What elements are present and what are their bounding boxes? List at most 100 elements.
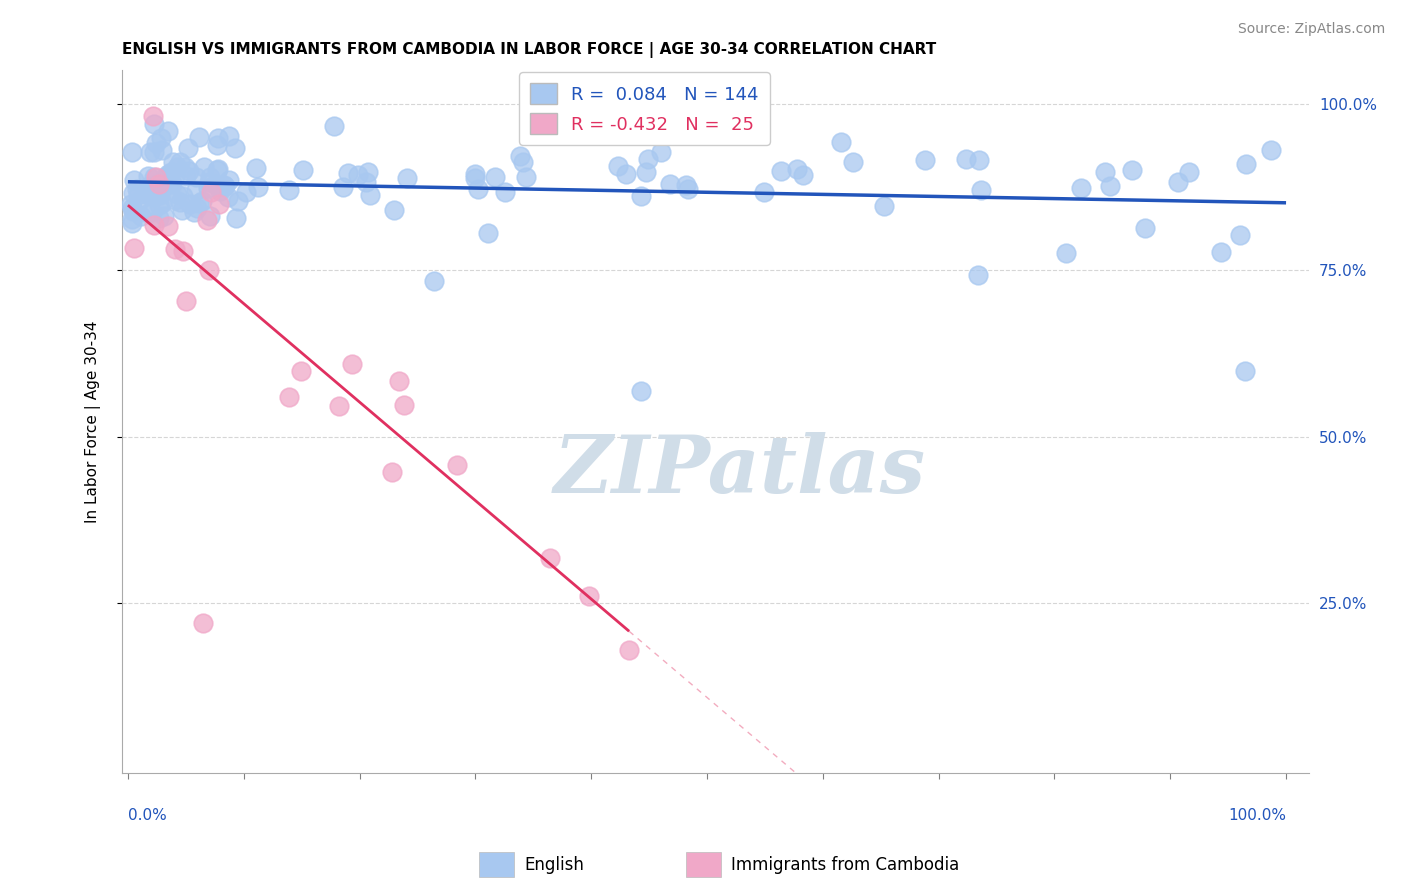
- Point: [225, 211, 247, 226]
- Point: [464, 171, 486, 186]
- Point: [224, 141, 246, 155]
- Point: [139, 180, 162, 194]
- Point: [356, 175, 378, 189]
- Point: [218, 129, 240, 144]
- Point: [142, 109, 165, 123]
- Point: [131, 209, 153, 223]
- Point: [148, 197, 170, 211]
- Point: [172, 244, 194, 258]
- Point: [165, 169, 187, 183]
- Point: [121, 145, 143, 159]
- Point: [658, 177, 681, 191]
- Point: [967, 153, 990, 167]
- Point: [207, 161, 229, 176]
- Text: ENGLISH VS IMMIGRANTS FROM CAMBODIA IN LABOR FORCE | AGE 30-34 CORRELATION CHART: ENGLISH VS IMMIGRANTS FROM CAMBODIA IN L…: [122, 42, 936, 58]
- Point: [1234, 364, 1257, 378]
- Point: [136, 205, 159, 219]
- Point: [207, 131, 229, 145]
- Point: [176, 169, 198, 184]
- Point: [166, 160, 188, 174]
- Point: [388, 374, 411, 388]
- Point: [1121, 163, 1143, 178]
- Point: [188, 129, 211, 144]
- Point: [165, 193, 187, 207]
- Point: [278, 390, 301, 404]
- Point: [142, 189, 165, 203]
- Point: [141, 205, 163, 219]
- Point: [209, 184, 232, 198]
- Point: [786, 162, 808, 177]
- Point: [169, 155, 191, 169]
- Point: [139, 145, 162, 160]
- Point: [205, 137, 228, 152]
- Point: [121, 215, 143, 229]
- Point: [617, 642, 640, 657]
- Point: [204, 177, 226, 191]
- Point: [120, 197, 142, 211]
- Point: [650, 145, 672, 160]
- Point: [159, 175, 181, 189]
- Point: [160, 165, 183, 179]
- Point: [138, 187, 160, 202]
- Point: [290, 364, 312, 378]
- Point: [153, 169, 176, 184]
- Point: [346, 169, 368, 183]
- Point: [193, 161, 215, 175]
- Point: [357, 164, 380, 178]
- Point: [245, 161, 267, 175]
- Point: [191, 194, 214, 208]
- Point: [1167, 176, 1189, 190]
- Point: [177, 141, 200, 155]
- Point: [392, 398, 415, 412]
- Point: [1229, 228, 1251, 243]
- Point: [207, 178, 229, 193]
- Point: [121, 201, 143, 215]
- Point: [217, 190, 239, 204]
- Point: [129, 192, 152, 206]
- Point: [214, 179, 236, 194]
- Point: [446, 458, 468, 472]
- Point: [145, 170, 167, 185]
- Point: [200, 185, 222, 199]
- Point: [1260, 144, 1282, 158]
- Point: [160, 177, 183, 191]
- Point: [195, 213, 218, 227]
- Point: [914, 153, 936, 167]
- Point: [423, 274, 446, 288]
- Point: [148, 186, 170, 201]
- Point: [226, 194, 249, 208]
- Point: [198, 170, 221, 185]
- Point: [467, 182, 489, 196]
- Point: [630, 188, 652, 202]
- Point: [464, 167, 486, 181]
- Point: [1178, 165, 1201, 179]
- Text: English: English: [524, 856, 583, 874]
- Point: [291, 162, 314, 177]
- Point: [143, 145, 166, 160]
- Point: [162, 155, 184, 169]
- Point: [382, 203, 405, 218]
- Point: [173, 160, 195, 174]
- Point: [235, 185, 257, 199]
- Point: [218, 173, 240, 187]
- Point: [769, 164, 792, 178]
- Point: [277, 183, 299, 197]
- Point: [1054, 245, 1077, 260]
- Point: [1070, 181, 1092, 195]
- Point: [136, 169, 159, 183]
- Point: [148, 184, 170, 198]
- Point: [186, 169, 208, 184]
- Text: Source: ZipAtlas.com: Source: ZipAtlas.com: [1237, 22, 1385, 37]
- Point: [146, 186, 169, 201]
- Point: [494, 185, 516, 199]
- Point: [169, 194, 191, 209]
- Point: [193, 615, 215, 630]
- Point: [966, 268, 988, 282]
- Point: [1209, 244, 1232, 259]
- Point: [197, 181, 219, 195]
- Point: [754, 186, 776, 200]
- Point: [630, 384, 652, 399]
- Point: [142, 117, 165, 131]
- Point: [172, 189, 194, 203]
- Point: [143, 219, 166, 233]
